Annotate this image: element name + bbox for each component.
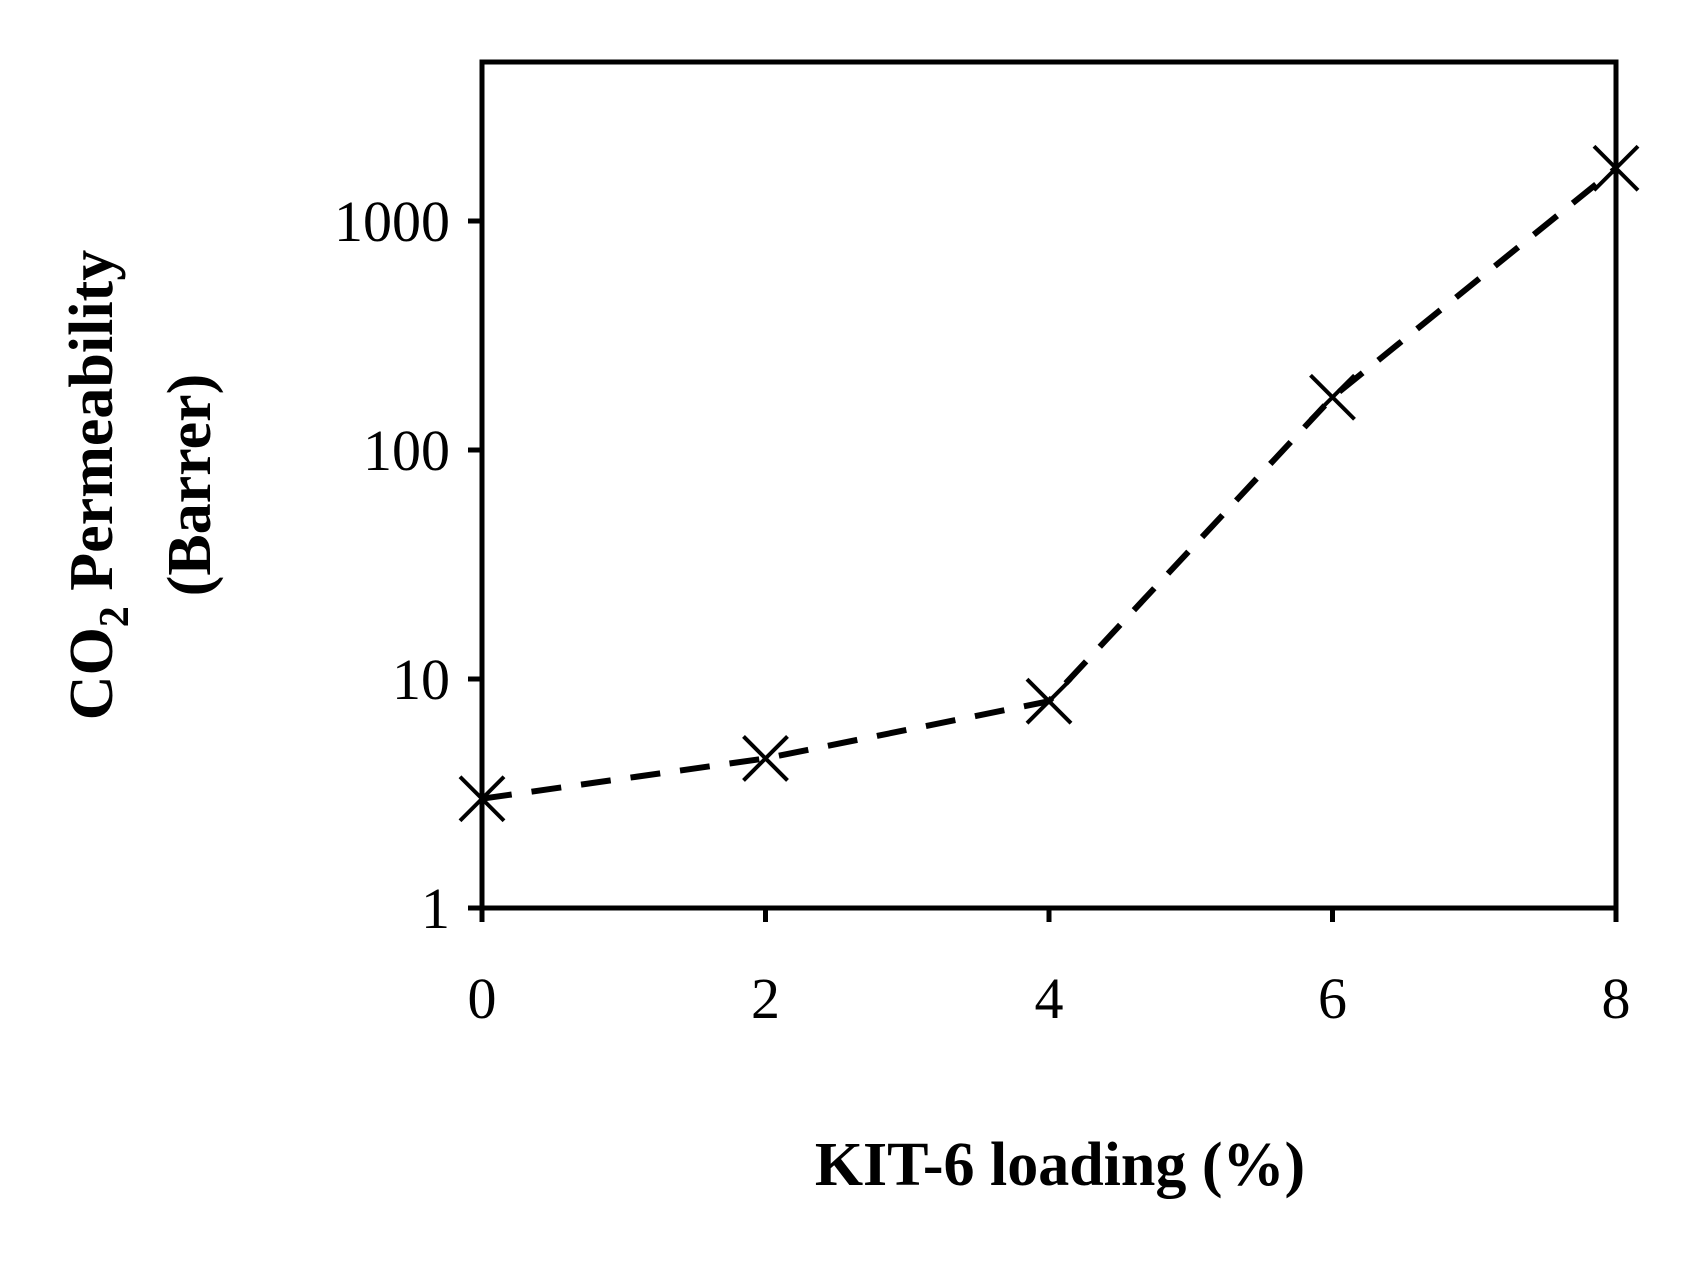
y-tick-label: 100 xyxy=(363,418,450,483)
data-point-marker xyxy=(458,775,506,823)
data-point-marker xyxy=(1309,373,1356,421)
svg-text:CO2 Permeability: CO2 Permeability xyxy=(58,250,138,720)
x-tick-label: 4 xyxy=(1035,966,1064,1031)
data-point-marker xyxy=(1592,144,1640,192)
x-tick-label: 0 xyxy=(468,966,497,1031)
y-tick-label: 1000 xyxy=(334,189,450,254)
x-axis-title: KIT-6 loading (%) xyxy=(815,1131,1305,1199)
y-axis-title-main: CO xyxy=(58,627,126,720)
data-point-marker xyxy=(1025,677,1073,725)
y-axis-title-line2: (Barrer) xyxy=(156,374,224,597)
y-axis-title-subscript: 2 xyxy=(92,606,138,627)
x-tick-label: 2 xyxy=(751,966,780,1031)
series-line xyxy=(481,165,1618,802)
data-point-marker xyxy=(742,735,789,782)
series-markers xyxy=(458,144,1640,823)
plot-frame xyxy=(479,59,1619,911)
x-axis-ticks: 0 2 4 6 8 xyxy=(468,908,1631,1031)
y-tick-label: 1 xyxy=(421,876,450,941)
x-tick-label: 8 xyxy=(1602,966,1631,1031)
y-axis-title-rest: Permeability xyxy=(58,250,126,606)
y-tick-label: 10 xyxy=(392,647,450,712)
x-tick-label: 6 xyxy=(1318,966,1347,1031)
y-axis-title: CO2 Permeability xyxy=(58,250,138,720)
y-axis-ticks: 1 10 100 1000 xyxy=(334,189,482,941)
svg-text:(Barrer): (Barrer) xyxy=(156,374,224,597)
